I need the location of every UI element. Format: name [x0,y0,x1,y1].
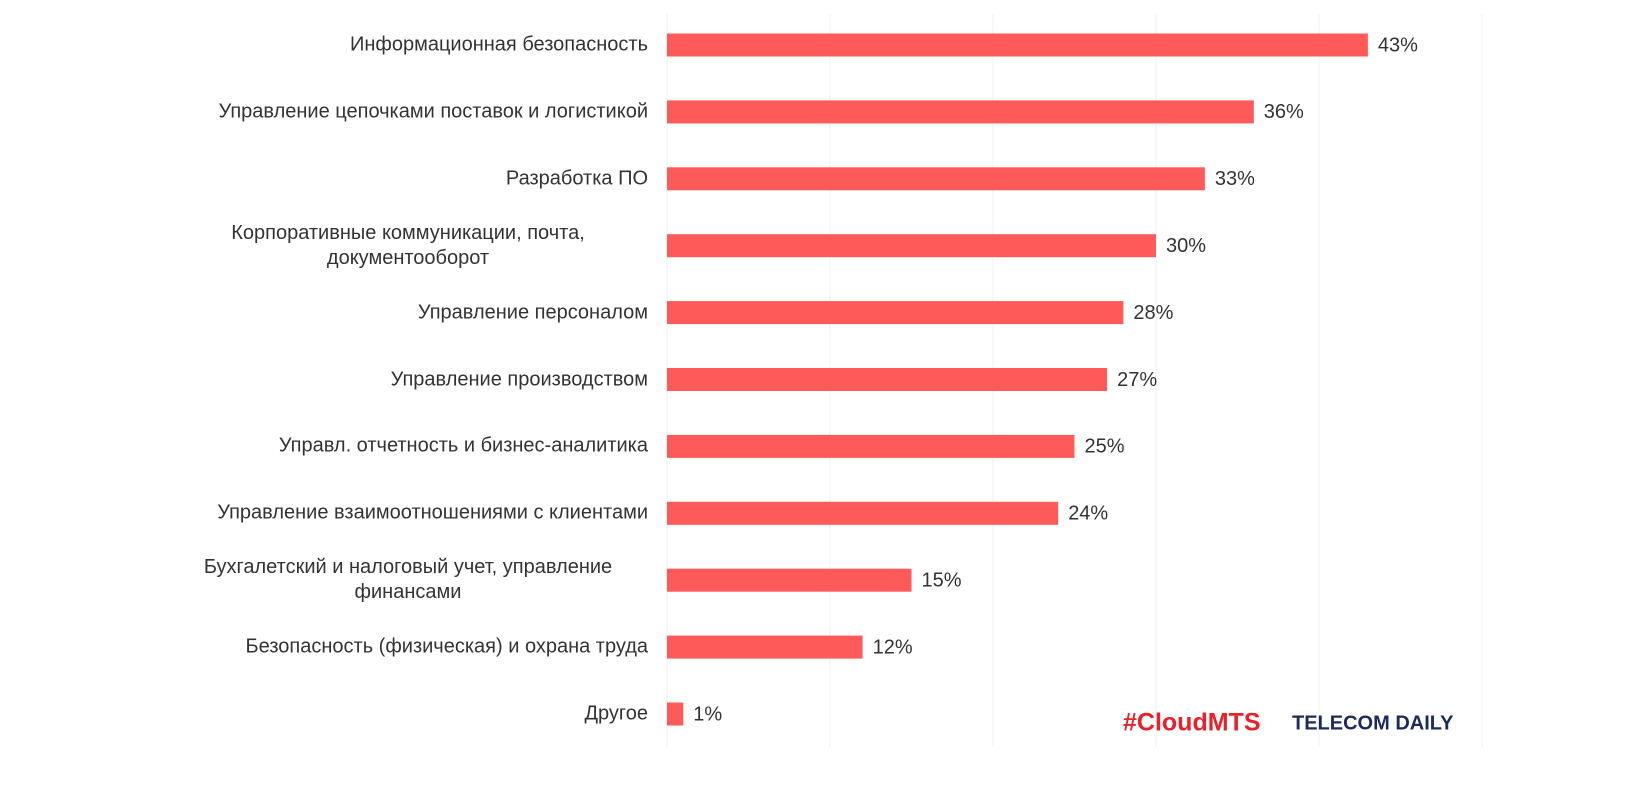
value-label: 33% [1215,168,1255,190]
y-tick-label: Управление персоналом [417,301,648,324]
bar [667,100,1254,124]
y-tick-label-box: Информационная безопасность [168,33,648,58]
y-tick-label: Бухгалетский и налоговый учет, управлени… [203,556,613,604]
bar [667,568,912,592]
bar [667,368,1108,391]
y-tick-label-box: Управление персоналом [168,300,648,325]
y-tick-label-box: Управл. отчетность и бизнес-аналитика [168,434,648,459]
bar [667,434,1075,458]
value-label: 25% [1085,436,1125,458]
y-tick-label-box: Управление производством [168,367,648,392]
y-tick-label-box: Безопасность (физическая) и охрана труда [168,635,648,660]
y-tick-label: Разработка ПО [505,167,648,190]
value-label: 36% [1264,101,1304,123]
bar [667,234,1156,258]
y-tick-label: Информационная безопасность [349,33,648,56]
bar [667,33,1368,57]
y-tick-label: Управление производством [390,368,648,390]
value-label: 24% [1068,503,1108,525]
bar [667,635,863,659]
bar [667,702,684,726]
value-label: 12% [873,636,913,658]
logo: #CloudMTS [1123,709,1261,737]
y-tick-label: Управл. отчетность и бизнес-аналитика [278,434,648,457]
value-label: 43% [1378,34,1418,56]
value-label: 15% [922,569,962,591]
value-label: 1% [693,703,722,725]
value-label: 27% [1117,369,1157,391]
y-tick-label-box: Другое [168,702,648,727]
y-tick-label-box: Управление взаимоотношениями с клиентами [168,501,648,526]
y-tick-label-box: Бухгалетский и налоговый учет, управлени… [168,555,648,605]
y-tick-label-box: Корпоративные коммуникации, почта, докум… [168,221,648,271]
bar [667,501,1059,525]
value-label: 28% [1133,302,1173,324]
y-tick-label: Другое [584,702,648,725]
value-label: 30% [1166,235,1206,257]
y-tick-label: Управление взаимоотношениями с клиентами [217,501,648,524]
y-tick-label: Управление цепочками поставок и логистик… [218,100,648,123]
bar [667,167,1205,191]
y-tick-label-box: Управление цепочками поставок и логистик… [168,99,648,124]
bar [667,301,1124,325]
y-tick-label: Корпоративные коммуникации, почта, докум… [231,221,585,269]
logo: TELECOM DAILY [1292,712,1454,734]
y-tick-label: Безопасность (физическая) и охрана труда [245,635,648,658]
y-tick-label-box: Разработка ПО [168,166,648,191]
